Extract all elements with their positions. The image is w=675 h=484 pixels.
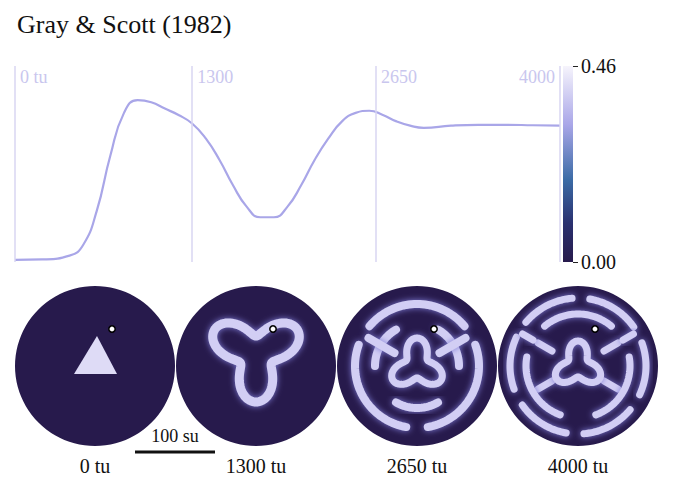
svg-text:0.46: 0.46 — [581, 55, 616, 77]
svg-text:4000 tu: 4000 tu — [548, 455, 609, 477]
svg-text:0 tu: 0 tu — [20, 67, 48, 87]
svg-text:2650: 2650 — [381, 67, 417, 87]
svg-text:Gray & Scott (1982): Gray & Scott (1982) — [17, 10, 231, 39]
svg-text:100 su: 100 su — [151, 426, 199, 446]
svg-text:1300 tu: 1300 tu — [226, 455, 287, 477]
svg-text:4000: 4000 — [519, 67, 555, 87]
svg-text:0.00: 0.00 — [581, 251, 616, 273]
svg-text:2650 tu: 2650 tu — [387, 455, 448, 477]
svg-text:1300: 1300 — [197, 67, 233, 87]
svg-text:0 tu: 0 tu — [80, 455, 111, 477]
